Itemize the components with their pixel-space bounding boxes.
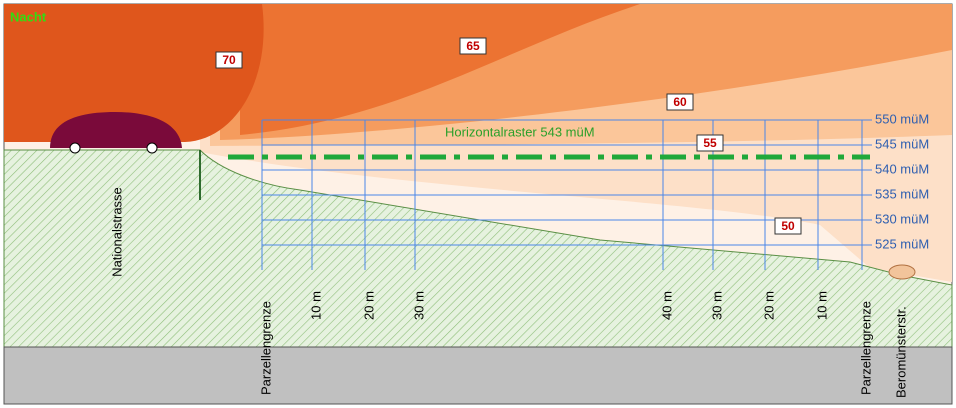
road-label: Beromünsterstr. — [893, 306, 908, 398]
base — [4, 347, 952, 404]
distance-label: 30 m — [709, 291, 724, 320]
contour-label: 65 — [466, 39, 480, 53]
raster-label: Horizontalraster 543 müM — [445, 124, 595, 139]
distance-label: Parzellengrenze — [858, 301, 873, 395]
contour-label: 50 — [781, 219, 795, 233]
noise-section: Horizontalraster 543 müM Nacht 550 müM 54… — [0, 0, 956, 408]
title: Nacht — [10, 9, 47, 24]
elevation-label: 530 müM — [875, 211, 929, 226]
road-marker — [889, 265, 915, 279]
distance-label: Parzellengrenze — [258, 301, 273, 395]
contour-label: 70 — [222, 53, 236, 67]
wheel — [147, 143, 157, 153]
wheel — [70, 143, 80, 153]
contour-label: 55 — [703, 136, 717, 150]
elevation-label: 535 müM — [875, 186, 929, 201]
distance-label: 20 m — [361, 291, 376, 320]
elevation-label: 545 müM — [875, 136, 929, 151]
distance-label: 30 m — [411, 291, 426, 320]
distance-label: 40 m — [659, 291, 674, 320]
contour-label: 60 — [673, 95, 687, 109]
distance-label: 10 m — [308, 291, 323, 320]
elevation-label: 550 müM — [875, 111, 929, 126]
distance-label: 10 m — [814, 291, 829, 320]
elevation-label: 540 müM — [875, 161, 929, 176]
elevation-label: 525 müM — [875, 236, 929, 251]
road-label: Nationalstrasse — [109, 187, 124, 277]
distance-label: 20 m — [761, 291, 776, 320]
